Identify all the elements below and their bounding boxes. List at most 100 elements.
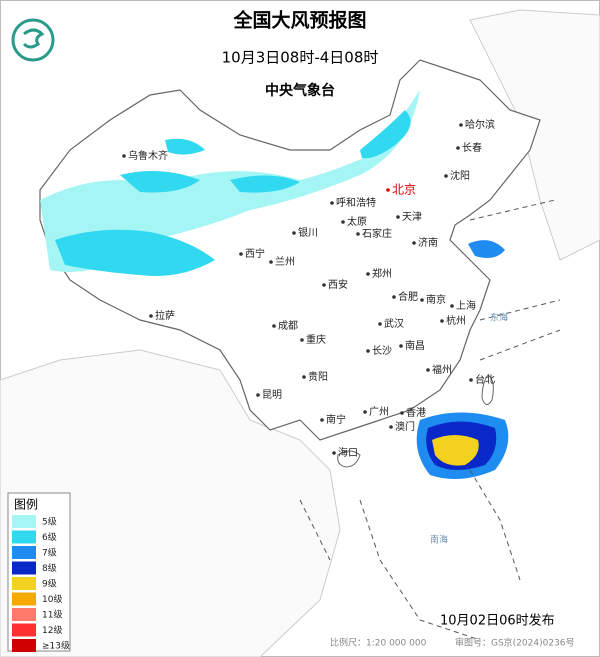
legend-label: 5级 bbox=[42, 516, 57, 528]
city-dot bbox=[341, 220, 345, 224]
city-label: 合肥 bbox=[398, 290, 418, 303]
city-label: 广州 bbox=[369, 406, 389, 418]
city-dot bbox=[322, 283, 326, 287]
legend-label: 9级 bbox=[42, 578, 57, 590]
sea-boundary bbox=[469, 199, 561, 361]
city-dot bbox=[450, 304, 454, 308]
wind-area bbox=[468, 240, 505, 258]
emblem-mark bbox=[22, 28, 45, 49]
city-dot bbox=[420, 298, 424, 302]
sea-label: 南海 bbox=[430, 534, 448, 546]
wind-area bbox=[165, 138, 205, 155]
city-dot bbox=[444, 174, 448, 178]
legend-swatch bbox=[12, 515, 36, 528]
city-label: 长春 bbox=[462, 142, 482, 154]
city-dot bbox=[320, 418, 324, 422]
city-dot bbox=[400, 411, 404, 415]
city-label: 乌鲁木齐 bbox=[128, 149, 168, 162]
city-label: 成都 bbox=[278, 320, 298, 332]
city-dot bbox=[386, 188, 390, 192]
legend-label: 10级 bbox=[42, 593, 62, 605]
city-label: 太原 bbox=[347, 215, 367, 228]
wind-area bbox=[360, 110, 411, 159]
city-label: 呼和浩特 bbox=[336, 197, 376, 209]
sea-label: 东海 bbox=[490, 312, 508, 324]
wind-area bbox=[55, 229, 215, 276]
city-label: 天津 bbox=[402, 211, 422, 223]
city-label: 南京 bbox=[426, 293, 446, 306]
city-label: 武汉 bbox=[384, 317, 404, 330]
city-label: 香港 bbox=[406, 407, 426, 419]
city-dot bbox=[149, 314, 153, 318]
country-outline bbox=[39, 59, 541, 441]
city-label: 台北 bbox=[475, 373, 495, 386]
city-label: 昆明 bbox=[262, 389, 282, 401]
release-time: 10月02日06时发布 bbox=[440, 613, 555, 629]
city-dot bbox=[302, 375, 306, 379]
legend-swatch bbox=[12, 623, 36, 637]
city-dot bbox=[122, 154, 126, 158]
city-label: 南宁 bbox=[326, 413, 346, 426]
legend-swatch bbox=[12, 561, 36, 575]
legend-label: 7级 bbox=[42, 547, 57, 559]
city-dot bbox=[456, 146, 460, 150]
legend-swatch bbox=[12, 608, 36, 621]
city-label: 济南 bbox=[418, 236, 438, 249]
boundary-dashes bbox=[299, 469, 521, 641]
wind-areas bbox=[40, 90, 509, 479]
city-label: 福州 bbox=[432, 363, 452, 376]
city-label: 重庆 bbox=[306, 333, 326, 346]
city-label: 拉萨 bbox=[155, 309, 175, 322]
approval: 审图号：GS京(2024)0236号 bbox=[455, 637, 575, 649]
city-dot bbox=[363, 410, 367, 414]
city-dot bbox=[239, 252, 243, 256]
legend-label: 6级 bbox=[42, 531, 57, 543]
city-label: 沈阳 bbox=[450, 169, 470, 182]
city-label: 银川 bbox=[298, 226, 318, 239]
city-label: 海口 bbox=[338, 446, 358, 459]
legend-items: 5级 6级 7级 8级 9级 10级 11级 12级 ≥13级 bbox=[12, 515, 70, 652]
scale: 比例尺：1:20 000 000 bbox=[330, 637, 427, 649]
city-dot bbox=[330, 201, 334, 205]
city-label: 澳门 bbox=[395, 420, 415, 433]
city-dot bbox=[300, 338, 304, 342]
city-label: 石家庄 bbox=[362, 227, 392, 240]
city-dot bbox=[269, 260, 273, 264]
city-label: 贵阳 bbox=[308, 370, 328, 383]
city-label: 北京 bbox=[392, 183, 416, 197]
city-label: 上海 bbox=[456, 299, 476, 312]
city-dot bbox=[459, 123, 463, 127]
city-dot bbox=[392, 295, 396, 299]
city-dot bbox=[366, 272, 370, 276]
legend-swatch bbox=[12, 592, 36, 606]
legend-swatch bbox=[12, 530, 36, 544]
city-dot bbox=[469, 378, 473, 382]
hainan bbox=[337, 450, 361, 468]
legend-label: ≥13级 bbox=[42, 640, 70, 652]
city-dot bbox=[292, 231, 296, 235]
city-dot bbox=[396, 215, 400, 219]
legend-swatch bbox=[12, 577, 36, 590]
city-label: 哈尔滨 bbox=[465, 118, 495, 131]
wind-area bbox=[40, 90, 420, 272]
subtitle: 10月3日08时-4日08时 bbox=[222, 49, 379, 67]
neighbor-land bbox=[0, 349, 341, 657]
legend-swatch bbox=[12, 639, 36, 652]
city-label: 南昌 bbox=[405, 339, 425, 352]
city-dot bbox=[256, 393, 260, 397]
emblem bbox=[11, 18, 55, 62]
city-label: 杭州 bbox=[446, 314, 466, 327]
city-dot bbox=[399, 344, 403, 348]
legend-swatch bbox=[12, 546, 36, 559]
city-dot bbox=[440, 319, 444, 323]
city-label: 西安 bbox=[328, 278, 348, 291]
wind-area bbox=[432, 435, 479, 466]
city-dot bbox=[378, 322, 382, 326]
city-label: 兰州 bbox=[275, 255, 295, 268]
taiwan bbox=[481, 374, 494, 405]
issuer: 中央气象台 bbox=[265, 82, 335, 99]
legend-label: 8级 bbox=[42, 562, 57, 574]
legend-title: 图例 bbox=[14, 498, 38, 512]
